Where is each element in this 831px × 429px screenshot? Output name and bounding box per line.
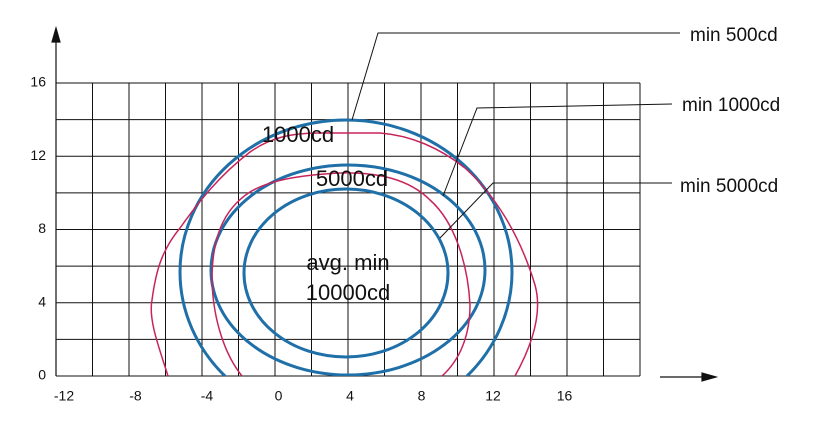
leader-1000 — [442, 103, 673, 197]
x-tick-label: 8 — [418, 388, 426, 404]
axes — [51, 25, 719, 382]
leader-5000 — [439, 182, 672, 239]
callout: min 5000cd — [680, 176, 778, 197]
curve-label: 5000cd — [316, 166, 388, 191]
contour-500 — [178, 118, 514, 376]
measured-inner — [211, 172, 471, 377]
y-tick-label: 16 — [30, 74, 46, 90]
leaders — [351, 32, 680, 239]
blue-contours — [178, 118, 514, 376]
x-tick-label: 16 — [557, 388, 573, 404]
curve-label: 10000cd — [306, 280, 390, 305]
contour-1000 — [209, 163, 487, 376]
y-tick-label: 12 — [30, 147, 46, 163]
x-tick-label: -8 — [129, 388, 142, 404]
callout: min 1000cd — [682, 95, 780, 116]
x-tick-label: 12 — [485, 388, 501, 404]
y-tick-label: 0 — [38, 367, 46, 383]
x-tick-label: -12 — [54, 388, 74, 404]
leader-500 — [351, 32, 680, 121]
grid — [55, 82, 641, 377]
callout: min 500cd — [690, 25, 778, 46]
x-tick-label: 4 — [346, 388, 354, 404]
x-tick-label: 0 — [275, 388, 283, 404]
y-tick-label: 8 — [38, 220, 46, 236]
curve-label: 1000cd — [262, 122, 334, 147]
y-arrow — [51, 25, 61, 43]
contour-5000 — [242, 187, 450, 359]
x-arrow — [701, 372, 719, 382]
x-tick-label: -4 — [201, 388, 214, 404]
red-contours — [150, 132, 539, 377]
measured-outer — [150, 132, 539, 377]
curve-label: avg. min — [306, 250, 389, 275]
y-tick-label: 4 — [38, 293, 46, 309]
